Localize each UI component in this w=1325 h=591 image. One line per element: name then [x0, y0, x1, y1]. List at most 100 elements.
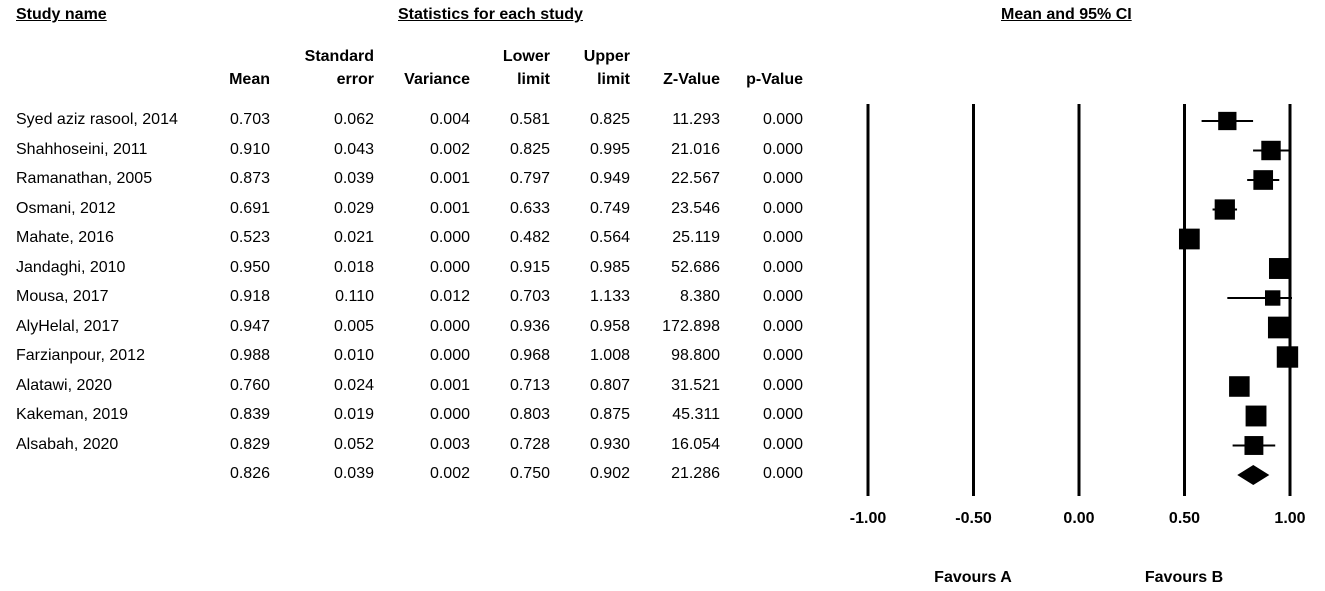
lower-cell: 0.713 [509, 376, 550, 394]
z-cell: 45.311 [672, 406, 720, 423]
study-name-cell: Jandaghi, 2010 [16, 258, 126, 276]
upper-cell: 0.930 [589, 435, 630, 453]
se-cell: 0.018 [333, 258, 374, 276]
ci-header: Mean and 95% CI [1001, 6, 1132, 23]
z-cell: 22.567 [671, 170, 720, 187]
se-cell: 0.019 [333, 406, 374, 423]
var-cell: 0.004 [429, 111, 470, 128]
var-cell: 0.012 [429, 288, 470, 305]
x-tick-label: -1.00 [850, 510, 887, 527]
mean-col-header: Mean [229, 71, 270, 88]
study-marker [1214, 199, 1235, 220]
var-cell: 0.000 [429, 406, 470, 423]
lower-cell: 0.936 [509, 317, 550, 335]
z-cell: 21.016 [671, 140, 720, 158]
var-cell: 0.002 [429, 140, 470, 158]
z-cell: 8.380 [679, 288, 720, 305]
study-marker [1229, 376, 1250, 397]
study-name-cell: Alatawi, 2020 [16, 376, 113, 394]
p-cell: 0.000 [762, 229, 803, 246]
study-marker [1276, 346, 1299, 368]
upper-cell: 0.875 [589, 406, 630, 423]
upper-limit-col-header: Upper limit [583, 48, 630, 88]
study-name-cell: Kakeman, 2019 [16, 406, 129, 423]
lower-cell: 0.915 [509, 258, 550, 276]
upper-cell: 0.949 [589, 170, 630, 187]
mean-cell: 0.703 [229, 111, 270, 128]
study-marker [1253, 170, 1274, 190]
lower-cell: 0.482 [509, 229, 550, 246]
mean-cell: 0.950 [229, 258, 270, 276]
study-marker [1218, 111, 1237, 131]
z-cell: 52.686 [671, 258, 720, 276]
study-marker [1261, 140, 1281, 161]
mean-cell: 0.910 [229, 140, 270, 158]
se-cell: 0.043 [333, 140, 374, 158]
se-cell: 0.062 [333, 111, 374, 128]
upper-cell: 1.008 [589, 347, 630, 364]
lower-limit-col-header: Lower limit [502, 48, 550, 88]
summary-p-cell: 0.000 [762, 465, 803, 482]
lower-cell: 0.581 [509, 111, 550, 128]
upper-cell: 0.985 [589, 258, 630, 276]
lower-cell: 0.968 [509, 347, 550, 364]
mean-cell: 0.691 [229, 199, 270, 217]
study-name-cell: Mahate, 2016 [16, 229, 114, 246]
x-tick-label: -0.50 [955, 510, 992, 527]
p-cell: 0.000 [762, 435, 803, 453]
summary-upper-cell: 0.902 [589, 465, 630, 482]
z-cell: 11.293 [672, 111, 720, 128]
study-name-cell: Shahhoseini, 2011 [16, 140, 148, 158]
study-marker [1245, 405, 1267, 427]
study-name-cell: AlyHelal, 2017 [16, 317, 120, 335]
study-name-cell: Farzianpour, 2012 [16, 347, 145, 364]
lower-cell: 0.728 [509, 435, 550, 453]
mean-cell: 0.523 [229, 229, 270, 246]
p-cell: 0.000 [762, 258, 803, 276]
se-cell: 0.052 [333, 435, 374, 453]
se-cell: 0.005 [333, 317, 374, 335]
favours-a-label: Favours A [934, 569, 1012, 586]
var-cell: 0.000 [429, 258, 470, 276]
study-marker [1244, 436, 1264, 455]
p-cell: 0.000 [762, 140, 803, 158]
study-name-cell: Osmani, 2012 [16, 199, 116, 217]
p-value-col-header: p-Value [746, 71, 803, 88]
upper-cell: 0.958 [589, 317, 630, 335]
mean-cell: 0.839 [229, 406, 270, 423]
study-name-cell: Mousa, 2017 [16, 288, 109, 305]
study-marker [1268, 258, 1290, 279]
p-cell: 0.000 [762, 170, 803, 187]
var-cell: 0.003 [429, 435, 470, 453]
summary-diamond [1237, 465, 1270, 485]
x-tick-label: 0.50 [1169, 510, 1200, 527]
p-cell: 0.000 [762, 288, 803, 305]
mean-cell: 0.829 [229, 435, 270, 453]
se-cell: 0.029 [333, 199, 374, 217]
p-cell: 0.000 [762, 347, 803, 364]
upper-cell: 1.133 [589, 288, 630, 305]
study-marker [1267, 316, 1290, 339]
lower-cell: 0.803 [509, 406, 550, 423]
study-name-cell: Alsabah, 2020 [16, 435, 119, 453]
variance-col-header: Variance [404, 71, 470, 88]
x-tick-label: 0.00 [1063, 510, 1094, 527]
z-cell: 23.546 [671, 199, 720, 217]
z-cell: 98.800 [671, 347, 720, 364]
lower-cell: 0.797 [509, 170, 550, 187]
lower-cell: 0.825 [509, 140, 550, 158]
var-cell: 0.001 [429, 170, 470, 187]
p-cell: 0.000 [762, 111, 803, 128]
se-cell: 0.110 [335, 288, 374, 305]
p-cell: 0.000 [762, 406, 803, 423]
mean-cell: 0.760 [229, 376, 270, 394]
p-cell: 0.000 [762, 199, 803, 217]
study-name-cell: Ramanathan, 2005 [16, 170, 153, 187]
se-cell: 0.021 [333, 229, 374, 246]
lower-cell: 0.633 [509, 199, 550, 217]
var-cell: 0.000 [429, 229, 470, 246]
x-tick-label: 1.00 [1274, 510, 1305, 527]
se-cell: 0.010 [333, 347, 374, 364]
var-cell: 0.000 [429, 317, 470, 335]
